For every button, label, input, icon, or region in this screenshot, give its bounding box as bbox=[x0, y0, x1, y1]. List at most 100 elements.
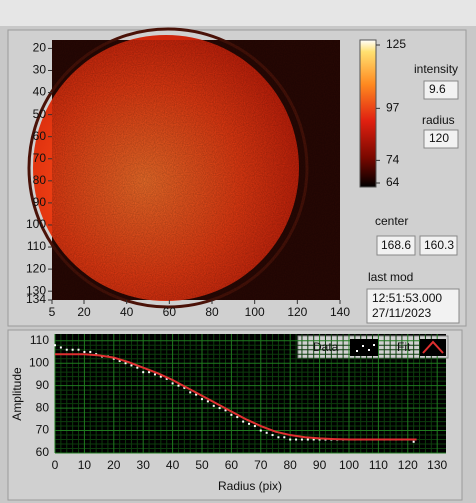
indicator bbox=[419, 235, 458, 256]
x-tick-label: 140 bbox=[330, 305, 350, 319]
noise bbox=[52, 40, 340, 300]
x-tick-label: 90 bbox=[313, 458, 327, 472]
value: 168.6 bbox=[381, 238, 411, 252]
data-point bbox=[59, 346, 62, 349]
indicator bbox=[366, 288, 460, 324]
value: 9.6 bbox=[429, 82, 446, 96]
colorbar bbox=[359, 39, 377, 188]
y-tick-label: 80 bbox=[36, 400, 50, 414]
x-tick-label: 110 bbox=[369, 458, 388, 472]
y-tick-label: 110 bbox=[30, 333, 49, 347]
data-point bbox=[289, 438, 292, 441]
legend-swatch bbox=[420, 339, 446, 356]
legend-dot bbox=[356, 350, 358, 352]
x-tick-label: 10 bbox=[78, 458, 92, 472]
data-point bbox=[259, 429, 262, 432]
data-point bbox=[236, 416, 239, 419]
x-tick-label: 130 bbox=[427, 458, 447, 472]
y-tick-label: 40 bbox=[33, 85, 47, 99]
fit-line bbox=[55, 353, 417, 441]
indicator bbox=[376, 235, 416, 256]
label: intensity bbox=[414, 62, 458, 76]
x-tick-label: 80 bbox=[284, 458, 298, 472]
data-point bbox=[65, 348, 68, 351]
y-tick-label: 30 bbox=[33, 63, 47, 77]
colorbar-tick-label: 125 bbox=[386, 37, 406, 51]
x-tick-label: 40 bbox=[120, 305, 134, 319]
x-tick-label: 5 bbox=[49, 305, 56, 319]
indicator bbox=[423, 80, 459, 100]
y-tick-label: 70 bbox=[36, 423, 50, 437]
data-point bbox=[130, 364, 133, 367]
data-point bbox=[189, 391, 192, 394]
data-point bbox=[54, 344, 56, 347]
label: radius bbox=[422, 113, 455, 127]
x-axis-label: Radius (pix) bbox=[218, 479, 282, 493]
y-tick-label: 90 bbox=[33, 195, 47, 209]
data-point bbox=[142, 371, 145, 374]
title-strip bbox=[0, 0, 476, 26]
x-tick-label: 20 bbox=[107, 458, 121, 472]
data-point bbox=[271, 434, 274, 437]
y-tick-label: 80 bbox=[33, 173, 47, 187]
data-point bbox=[306, 438, 309, 441]
data-point bbox=[148, 371, 151, 374]
data-point bbox=[253, 425, 256, 428]
value: 120 bbox=[429, 131, 449, 145]
data-point bbox=[218, 407, 221, 410]
colorbar-tick-label: 74 bbox=[386, 153, 400, 167]
x-tick-label: 50 bbox=[195, 458, 209, 472]
x-tick-label: 80 bbox=[205, 305, 219, 319]
x-tick-label: 70 bbox=[254, 458, 268, 472]
data-point bbox=[89, 350, 92, 353]
data-point bbox=[83, 350, 86, 353]
y-tick-label: 50 bbox=[33, 107, 47, 121]
data-point bbox=[183, 386, 186, 389]
data-point bbox=[71, 348, 74, 351]
data-point bbox=[195, 393, 198, 396]
data-point bbox=[77, 348, 80, 351]
x-tick-label: 30 bbox=[137, 458, 151, 472]
colorbar-tick-label: 97 bbox=[386, 101, 400, 115]
data-point bbox=[283, 436, 286, 439]
data-point bbox=[242, 420, 245, 423]
value: 12:51:53.000 bbox=[372, 291, 442, 305]
data-point bbox=[153, 373, 156, 376]
x-tick-label: 60 bbox=[225, 458, 239, 472]
label: last mod bbox=[368, 270, 413, 284]
value: 27/11/2023 bbox=[372, 306, 431, 320]
x-tick-label: 40 bbox=[166, 458, 180, 472]
data-point bbox=[412, 440, 415, 443]
y-tick-label: 110 bbox=[27, 239, 46, 253]
data-point bbox=[112, 357, 115, 360]
data-point bbox=[124, 362, 127, 365]
data-point bbox=[200, 398, 203, 401]
legend-swatch bbox=[350, 339, 378, 356]
indicator bbox=[423, 129, 459, 149]
data-point bbox=[265, 431, 268, 434]
legend-dot bbox=[362, 345, 364, 347]
y-tick-label: 130 bbox=[26, 283, 46, 297]
data-point bbox=[318, 438, 321, 441]
data-point bbox=[230, 413, 233, 416]
legend-label: Fit bbox=[397, 340, 411, 354]
data-point bbox=[136, 366, 139, 369]
y-tick-label: 90 bbox=[36, 378, 50, 392]
y-tick-label: 60 bbox=[33, 129, 47, 143]
legend-dot bbox=[368, 349, 370, 351]
y-axis-label: Amplitude bbox=[10, 367, 24, 421]
data-point bbox=[171, 382, 174, 385]
data-point bbox=[295, 438, 298, 441]
y-tick-label: 60 bbox=[36, 445, 50, 459]
y-tick-label: 70 bbox=[33, 151, 47, 165]
x-tick-label: 120 bbox=[287, 305, 307, 319]
y-tick-label: 120 bbox=[26, 261, 46, 275]
data-point bbox=[118, 359, 121, 362]
data-point bbox=[212, 404, 215, 407]
legend-dot bbox=[373, 344, 375, 346]
x-tick-label: 60 bbox=[163, 305, 177, 319]
x-tick-label: 0 bbox=[52, 458, 59, 472]
y-tick-label: 100 bbox=[26, 217, 46, 231]
y-tick-label: 20 bbox=[33, 41, 47, 55]
